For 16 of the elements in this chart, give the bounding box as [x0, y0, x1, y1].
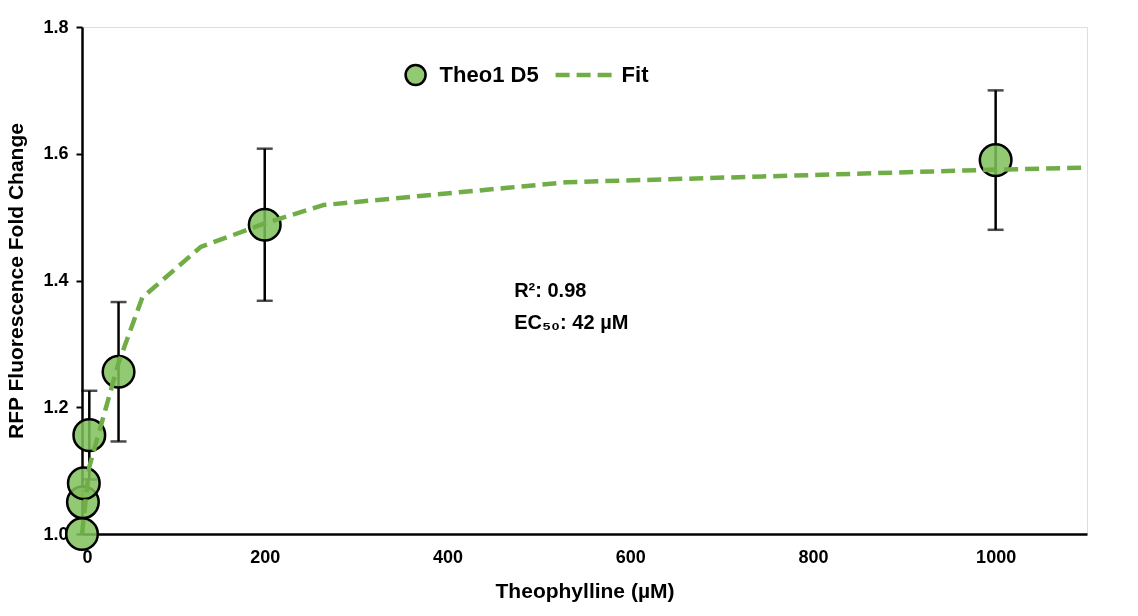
- x-tick-label: 600: [615, 546, 646, 567]
- x-tick-label: 200: [250, 546, 281, 567]
- legend-label: Theo1 D5: [439, 62, 539, 87]
- x-tick-label: 1000: [976, 546, 1017, 567]
- legend-label: Fit: [621, 62, 650, 87]
- annotation: R²: 0.98: [514, 278, 587, 301]
- y-tick-label: 1.2: [43, 396, 69, 417]
- y-tick-label: 1.4: [43, 270, 69, 290]
- y-axis-title: RFP Fluorescence Fold Change: [4, 123, 28, 439]
- annotation: EC₅₀: 42 µM: [514, 310, 629, 333]
- x-tick-label: 0: [82, 546, 93, 567]
- x-tick-label: 800: [798, 546, 829, 567]
- y-tick-label: 1.8: [43, 16, 69, 37]
- y-tick-label: 1.6: [43, 143, 69, 164]
- x-tick-label: 400: [432, 546, 463, 567]
- x-axis-title: Theophylline (µM): [495, 578, 675, 602]
